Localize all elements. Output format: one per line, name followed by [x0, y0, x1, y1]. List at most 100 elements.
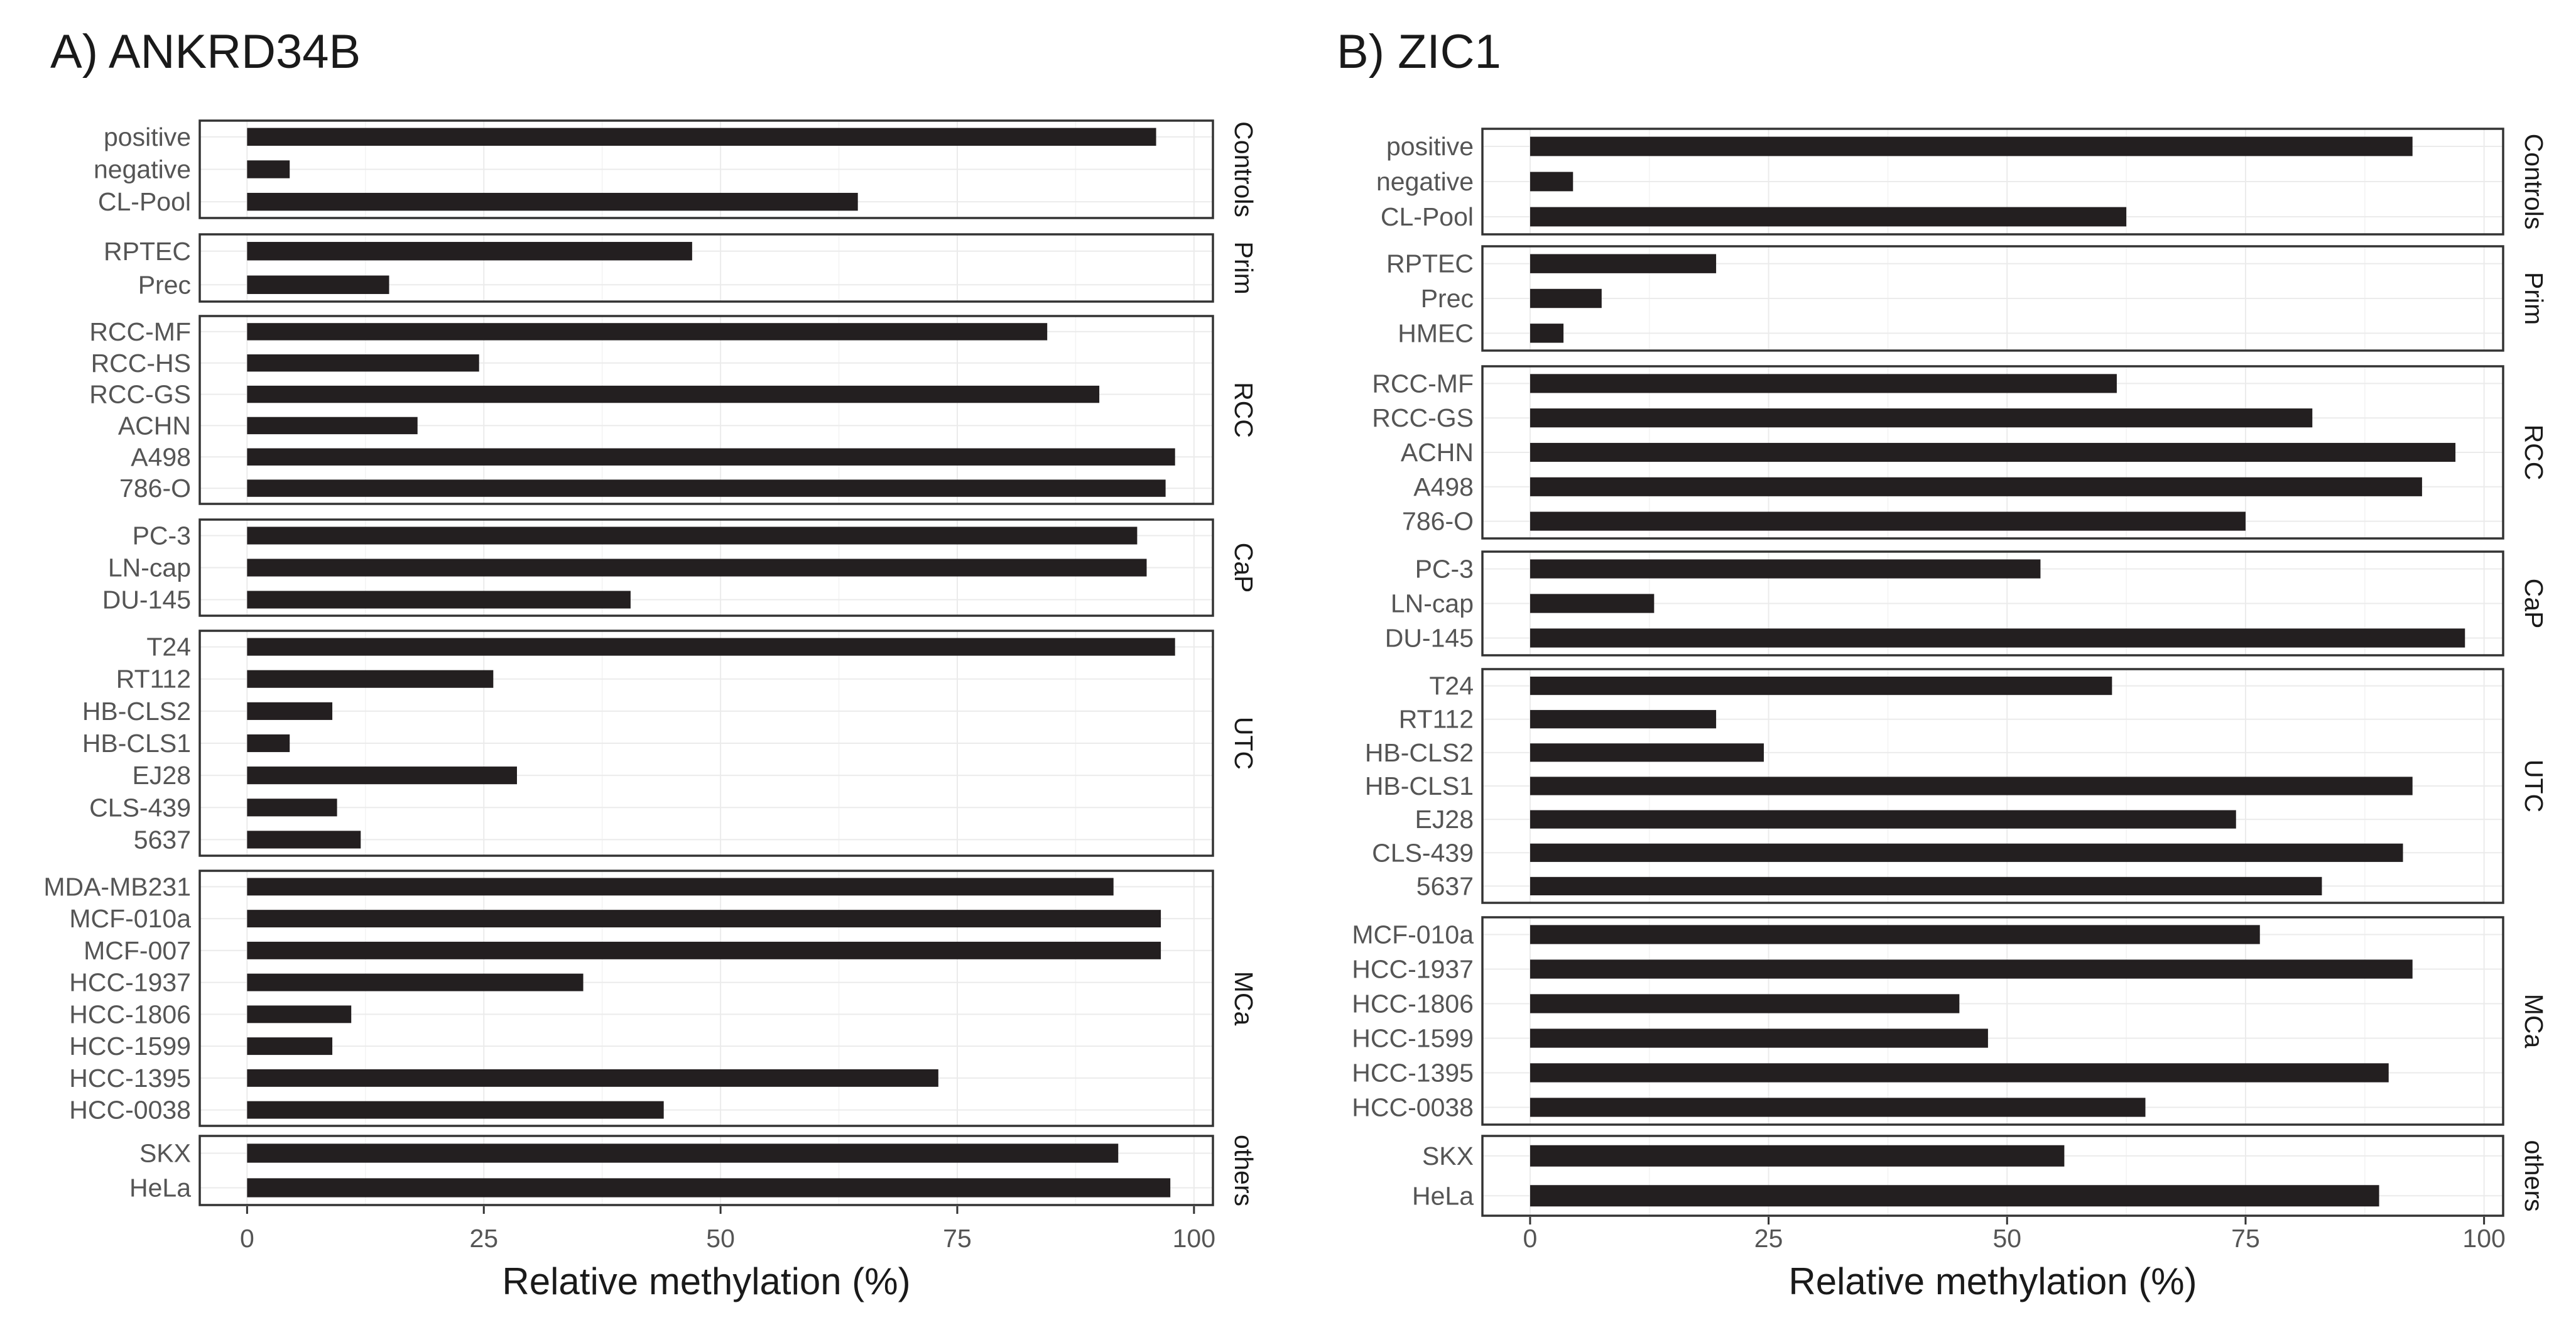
facet-controls: positive negative CL-Pool Controls [1376, 128, 2548, 236]
bar-mca-hcc-1806 [1530, 994, 1960, 1013]
bar-rcc-rcc-gs [1530, 408, 2313, 428]
strip-label-cap: CaP [1229, 543, 1258, 593]
bar-controls-cl-pool [247, 192, 858, 211]
bar-rcc-rcc-mf [1530, 374, 2117, 393]
bar-utc-ej28 [247, 766, 518, 785]
bar-rcc-786-o [247, 479, 1166, 497]
bar-rcc-rcc-hs [247, 354, 479, 372]
facet-frame [198, 870, 1214, 1127]
x-tick-label: 50 [1992, 1224, 2021, 1253]
bar-utc-hb-cls2 [1530, 743, 1764, 762]
bar-cap-ln-cap [1530, 594, 1655, 613]
bar-mca-hcc-1395 [247, 1069, 938, 1087]
x-axis-label: Relative methylation (%) [502, 1260, 910, 1302]
facet-controls: positive negative CL-Pool Controls [94, 119, 1258, 219]
bar-cap-ln-cap [247, 559, 1147, 577]
category-label: HCC-1395 [1352, 1059, 1474, 1088]
bar-mca-mda-mb231 [247, 878, 1114, 896]
bar-others-hela [247, 1178, 1171, 1197]
category-label: negative [1376, 167, 1474, 196]
bar-prim-rptec [247, 242, 692, 261]
bar-cap-du-145 [1530, 628, 2465, 648]
facet-prim: RPTEC Prec Prim [104, 233, 1258, 303]
bar-mca-hcc-0038 [1530, 1098, 2146, 1117]
bar-cap-du-145 [247, 591, 631, 609]
x-tick-label: 75 [943, 1224, 972, 1253]
category-label: CLS-439 [89, 793, 191, 822]
x-tick-label: 75 [2231, 1224, 2260, 1253]
facet-utc: T24 RT112 HB-CLS2 HB-CLS1 EJ28 CLS-439 5637 UTC [1365, 668, 2548, 904]
category-label: T24 [146, 633, 191, 662]
bar-cap-pc-3 [247, 526, 1138, 545]
strip-label-mca: MCa [2519, 994, 2548, 1049]
category-label: HB-CLS2 [82, 697, 191, 726]
bar-utc-5637 [247, 831, 361, 849]
strip-label-controls: Controls [2519, 134, 2548, 230]
chart-panel-ankrd34b: A) ANKRD34B positive negative CL-Pool Contro… [43, 25, 1258, 1302]
x-tick-label: 25 [1754, 1224, 1783, 1253]
category-label: RT112 [1399, 705, 1474, 734]
bar-utc-cls-439 [1530, 843, 2403, 862]
x-tick-label: 100 [1173, 1224, 1215, 1253]
category-label: EJ28 [1415, 805, 1474, 834]
bar-utc-t24 [247, 638, 1175, 656]
bar-controls-negative [1530, 172, 1573, 192]
bar-controls-positive [1530, 136, 2413, 156]
strip-label-others: others [2519, 1140, 2548, 1212]
bar-utc-hb-cls1 [1530, 777, 2413, 795]
bar-cap-pc-3 [1530, 559, 2041, 579]
facet-frame [1481, 550, 2504, 657]
bar-controls-positive [247, 128, 1156, 146]
category-label: DU-145 [102, 586, 191, 614]
bar-others-hela [1530, 1185, 2379, 1207]
bar-rcc-rcc-gs [247, 385, 1100, 403]
category-label: positive [104, 123, 191, 151]
x-tick-label: 0 [1523, 1224, 1538, 1253]
category-label: SKX [1422, 1142, 1474, 1170]
category-label: PC-3 [1415, 555, 1474, 584]
category-label: LN-cap [108, 554, 191, 582]
facet-prim: RPTEC Prec HMEC Prim [1386, 245, 2548, 352]
bar-mca-hcc-1599 [1530, 1028, 1988, 1048]
category-label: RT112 [116, 665, 191, 694]
bar-mca-hcc-1806 [247, 1005, 352, 1023]
bar-rcc-achn [247, 417, 418, 435]
category-label: SKX [139, 1139, 191, 1168]
facet-frame [1481, 916, 2504, 1126]
category-label: RPTEC [104, 237, 191, 266]
category-label: HCC-1937 [1352, 955, 1474, 984]
category-label: HB-CLS1 [1365, 772, 1474, 800]
bar-rcc-rcc-mf [247, 323, 1048, 341]
bar-rcc-a498 [1530, 477, 2422, 496]
bar-mca-hcc-0038 [247, 1101, 664, 1119]
category-label: MCF-010a [1352, 920, 1474, 949]
strip-label-controls: Controls [1229, 121, 1258, 217]
category-label: HCC-0038 [1352, 1093, 1474, 1122]
strip-label-mca: MCa [1229, 971, 1258, 1026]
category-label: positive [1386, 132, 1474, 161]
facet-cap: PC-3 LN-cap DU-145 CaP [1385, 550, 2548, 657]
category-label: CL-Pool [98, 187, 191, 216]
chart-panel-zic1: B) ZIC1 positive negative CL-Pool Controls RP… [1337, 25, 2548, 1302]
category-label: ACHN [1401, 438, 1474, 467]
category-label: 786-O [1402, 507, 1474, 536]
category-label: HMEC [1398, 319, 1474, 347]
x-tick-label: 100 [2462, 1224, 2505, 1253]
strip-label-rcc: RCC [2519, 425, 2548, 481]
bar-utc-ej28 [1530, 810, 2236, 829]
category-label: Prec [1421, 284, 1474, 313]
strip-label-prim: Prim [1229, 241, 1258, 294]
x-tick-label: 25 [469, 1224, 498, 1253]
category-label: HCC-1806 [1352, 990, 1474, 1018]
strip-label-prim: Prim [2519, 272, 2548, 325]
bar-utc-hb-cls2 [247, 702, 333, 720]
category-label: HCC-1599 [1352, 1024, 1474, 1053]
category-label: T24 [1429, 672, 1474, 701]
bar-mca-hcc-1937 [247, 973, 584, 991]
category-label: A498 [131, 442, 191, 471]
bar-controls-cl-pool [1530, 207, 2127, 227]
chart-title-zic1: B) ZIC1 [1337, 25, 1501, 79]
bar-prim-hmec [1530, 324, 1564, 343]
x-axis-label: Relative methylation (%) [1788, 1260, 2197, 1302]
